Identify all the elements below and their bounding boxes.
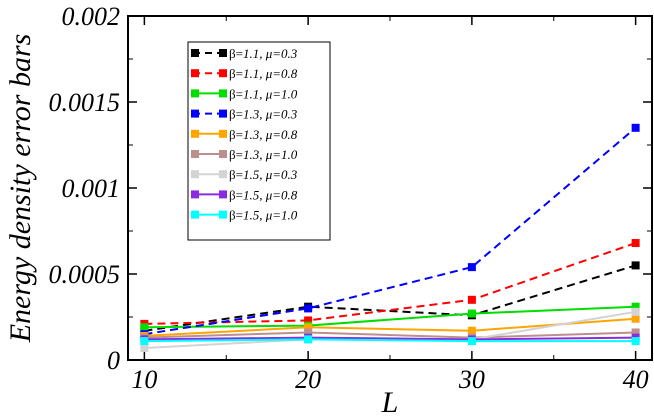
data-point: [631, 314, 640, 323]
legend-marker: [191, 210, 199, 219]
legend-label: β=1.5, μ=0.3: [229, 167, 298, 182]
legend-marker: [219, 170, 227, 179]
legend-marker: [219, 89, 227, 98]
legend-marker: [219, 129, 227, 138]
y-axis-title: Energy density error bars: [4, 34, 37, 344]
legend-marker: [219, 150, 227, 158]
y-tick-label: 0.002: [62, 2, 121, 31]
legend-marker: [191, 129, 199, 138]
legend-marker: [219, 69, 227, 78]
legend-entry: β=1.5, μ=0.8: [191, 187, 298, 202]
y-tick-label: 0.0015: [49, 88, 121, 117]
data-point: [631, 239, 640, 248]
legend-entry: β=1.3, μ=0.3: [191, 107, 298, 122]
legend-marker: [219, 49, 227, 57]
legend-entry: β=1.5, μ=1.0: [191, 208, 298, 223]
data-point: [140, 343, 149, 352]
y-tick-label: 0: [107, 346, 120, 375]
x-tick-label: 20: [295, 365, 321, 394]
data-point: [304, 304, 313, 313]
x-tick-label: 40: [623, 365, 649, 394]
legend-marker: [219, 190, 227, 199]
legend-marker: [219, 109, 227, 118]
legend-marker: [191, 49, 199, 57]
data-point: [467, 263, 476, 272]
legend-label: β=1.3, μ=1.0: [229, 147, 298, 162]
legend-label: β=1.5, μ=0.8: [229, 187, 298, 202]
legend-entry: β=1.5, μ=0.3: [191, 167, 298, 182]
legend-label: β=1.1, μ=0.3: [229, 46, 298, 61]
legend-box: [187, 41, 331, 241]
legend-entry: β=1.1, μ=0.3: [191, 46, 298, 61]
legend-entry: β=1.1, μ=1.0: [191, 86, 298, 101]
series-group: [140, 123, 640, 352]
legend-marker: [191, 69, 199, 78]
series-line: [144, 305, 636, 329]
data-point: [467, 337, 476, 346]
data-point: [304, 316, 313, 325]
data-point: [467, 326, 476, 335]
legend-label: β=1.3, μ=0.8: [229, 127, 298, 142]
data-point: [304, 335, 313, 344]
legend: β=1.1, μ=0.3 β=1.1, μ=0.8 β=1.1, μ=1.0 β=1.…: [187, 41, 331, 241]
legend-marker: [219, 210, 227, 219]
data-point: [467, 295, 476, 304]
legend-label: β=1.5, μ=1.0: [229, 208, 298, 223]
y-tick-label: 0.001: [62, 174, 121, 203]
legend-entry: β=1.1, μ=0.8: [191, 66, 298, 81]
series-line: [144, 331, 636, 339]
x-tick-label: 10: [131, 365, 157, 394]
legend-marker: [191, 170, 199, 179]
legend-entry: β=1.3, μ=1.0: [191, 147, 298, 162]
x-tick-label: 30: [458, 365, 485, 394]
data-point: [467, 309, 476, 318]
data-point: [140, 337, 149, 346]
tick-labels-group: 10 20 30 40 0 0.0005 0.001 0.0015 0.002: [49, 2, 649, 394]
legend-label: β=1.3, μ=0.3: [229, 107, 298, 122]
legend-label: β=1.1, μ=0.8: [229, 66, 298, 81]
x-axis-title: L: [381, 386, 399, 419]
data-point: [631, 302, 640, 311]
series-line: [144, 338, 636, 343]
data-point: [631, 123, 640, 132]
legend-marker: [191, 190, 199, 199]
series-line: [144, 264, 636, 332]
legend-marker: [191, 89, 199, 98]
data-point: [140, 323, 149, 332]
y-tick-label: 0.0005: [49, 260, 121, 289]
data-point: [631, 328, 640, 337]
legend-entry: β=1.3, μ=0.8: [191, 127, 298, 142]
legend-label: β=1.1, μ=1.0: [229, 86, 298, 101]
legend-marker: [191, 109, 199, 118]
data-point: [631, 337, 640, 346]
series-line: [144, 336, 636, 341]
ticks-group: [128, 15, 652, 361]
series-line: [144, 127, 637, 336]
data-point: [304, 323, 313, 332]
data-point: [631, 307, 640, 316]
data-point: [304, 328, 313, 337]
data-point: [631, 261, 640, 270]
series-beta-1.5-mu-1.0: [140, 335, 640, 346]
legend-marker: [191, 150, 199, 158]
